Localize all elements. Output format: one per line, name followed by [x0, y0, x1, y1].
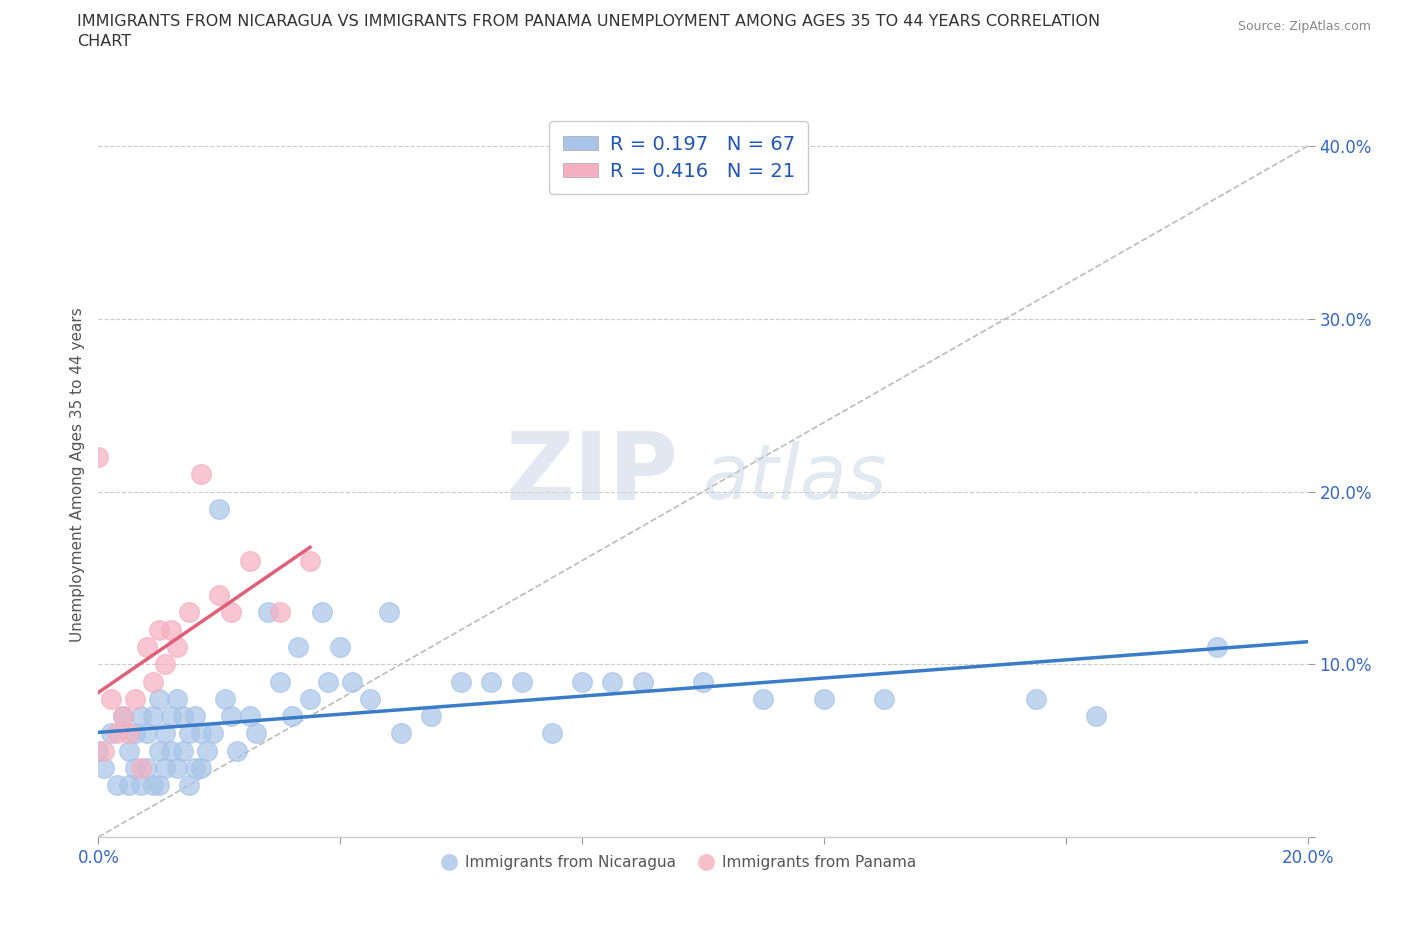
Point: [299, 553, 322, 568]
Text: ZIP: ZIP: [506, 429, 679, 520]
Point: [239, 553, 262, 568]
Point: [389, 726, 412, 741]
Point: [377, 605, 399, 620]
Point: [129, 761, 152, 776]
Legend: Immigrants from Nicaragua, Immigrants from Panama: Immigrants from Nicaragua, Immigrants fr…: [436, 849, 922, 876]
Point: [135, 640, 157, 655]
Point: [129, 777, 152, 792]
Point: [142, 674, 165, 689]
Point: [179, 777, 201, 792]
Point: [160, 743, 183, 758]
Point: [153, 726, 176, 741]
Point: [195, 743, 218, 758]
Point: [160, 709, 183, 724]
Point: [269, 674, 291, 689]
Point: [692, 674, 714, 689]
Point: [172, 743, 194, 758]
Point: [160, 622, 183, 637]
Point: [329, 640, 352, 655]
Point: [510, 674, 533, 689]
Point: [360, 691, 382, 706]
Point: [153, 657, 176, 671]
Point: [190, 467, 212, 482]
Point: [93, 743, 115, 758]
Point: [752, 691, 775, 706]
Point: [148, 691, 170, 706]
Point: [202, 726, 225, 741]
Point: [172, 709, 194, 724]
Point: [311, 605, 333, 620]
Y-axis label: Unemployment Among Ages 35 to 44 years: Unemployment Among Ages 35 to 44 years: [69, 307, 84, 642]
Point: [124, 761, 146, 776]
Point: [226, 743, 249, 758]
Point: [105, 726, 128, 741]
Point: [129, 709, 152, 724]
Point: [287, 640, 309, 655]
Point: [124, 726, 146, 741]
Point: [184, 761, 207, 776]
Point: [166, 691, 188, 706]
Point: [179, 605, 201, 620]
Point: [179, 726, 201, 741]
Point: [93, 761, 115, 776]
Point: [135, 761, 157, 776]
Point: [190, 726, 212, 741]
Point: [221, 709, 243, 724]
Point: [184, 709, 207, 724]
Point: [118, 777, 141, 792]
Point: [602, 674, 624, 689]
Point: [342, 674, 364, 689]
Point: [105, 777, 128, 792]
Point: [1206, 640, 1229, 655]
Point: [208, 588, 231, 603]
Point: [450, 674, 472, 689]
Point: [239, 709, 262, 724]
Point: [420, 709, 443, 724]
Point: [87, 743, 110, 758]
Point: [124, 691, 146, 706]
Point: [813, 691, 835, 706]
Point: [148, 777, 170, 792]
Point: [256, 605, 278, 620]
Point: [214, 691, 236, 706]
Point: [100, 691, 122, 706]
Point: [148, 743, 170, 758]
Point: [299, 691, 322, 706]
Text: atlas: atlas: [703, 441, 887, 515]
Point: [142, 709, 165, 724]
Point: [269, 605, 291, 620]
Point: [111, 709, 134, 724]
Point: [111, 709, 134, 724]
Point: [1024, 691, 1046, 706]
Point: [481, 674, 503, 689]
Point: [118, 743, 141, 758]
Point: [281, 709, 304, 724]
Point: [166, 640, 188, 655]
Point: [208, 501, 231, 516]
Point: [142, 777, 165, 792]
Point: [135, 726, 157, 741]
Point: [100, 726, 122, 741]
Point: [87, 449, 110, 464]
Point: [571, 674, 593, 689]
Text: IMMIGRANTS FROM NICARAGUA VS IMMIGRANTS FROM PANAMA UNEMPLOYMENT AMONG AGES 35 T: IMMIGRANTS FROM NICARAGUA VS IMMIGRANTS …: [77, 14, 1101, 29]
Point: [245, 726, 267, 741]
Point: [118, 726, 141, 741]
Point: [873, 691, 896, 706]
Point: [221, 605, 243, 620]
Point: [166, 761, 188, 776]
Point: [631, 674, 654, 689]
Text: CHART: CHART: [77, 34, 131, 49]
Point: [316, 674, 339, 689]
Text: Source: ZipAtlas.com: Source: ZipAtlas.com: [1237, 20, 1371, 33]
Point: [190, 761, 212, 776]
Point: [540, 726, 562, 741]
Point: [148, 622, 170, 637]
Point: [1085, 709, 1108, 724]
Point: [153, 761, 176, 776]
